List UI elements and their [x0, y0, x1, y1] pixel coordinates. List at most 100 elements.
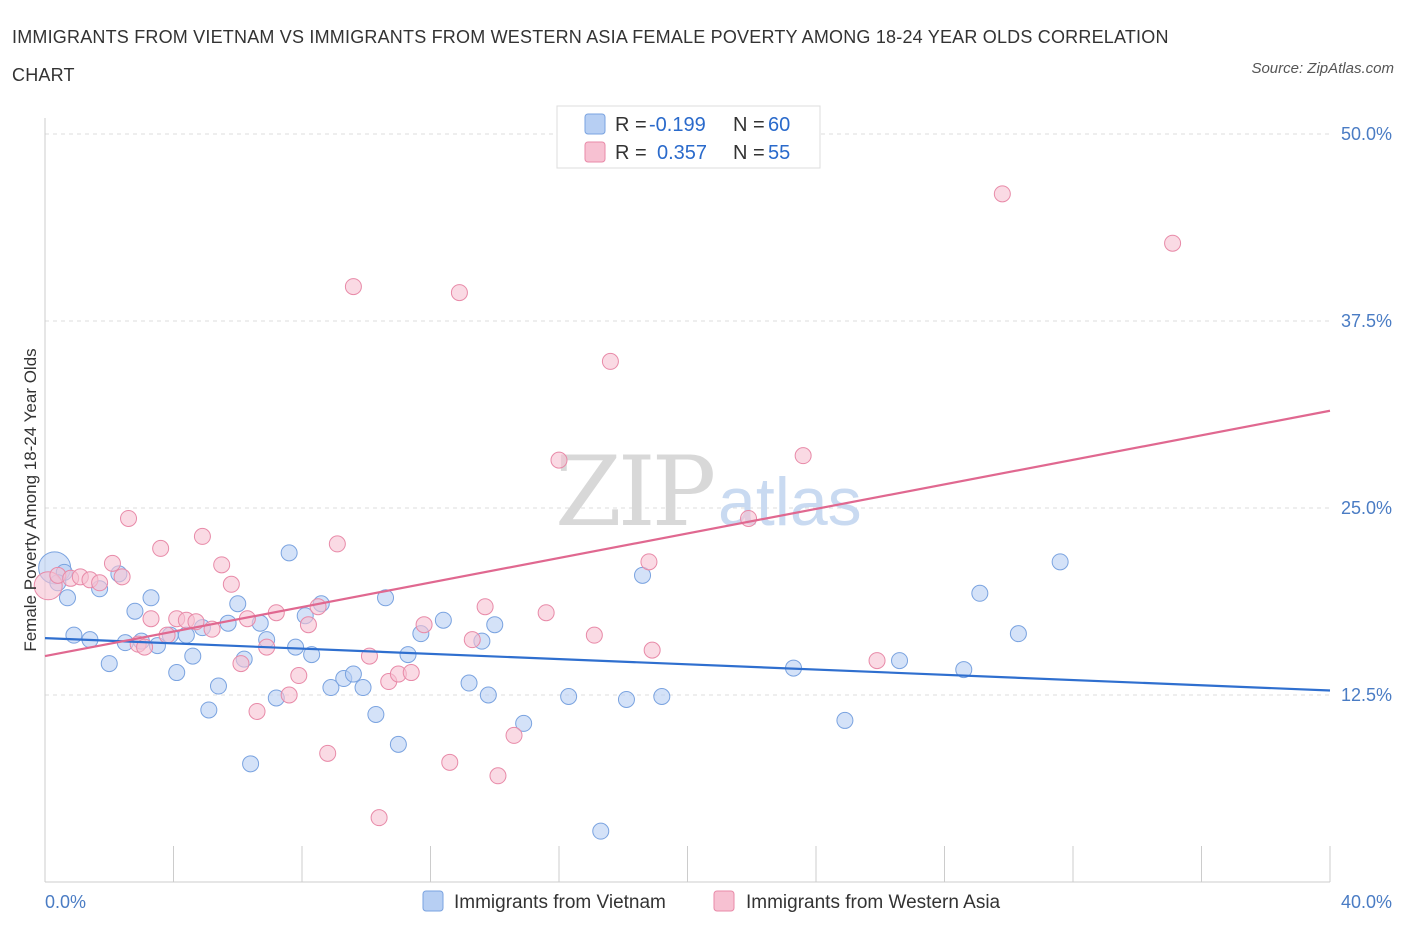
- point-wasia-38: [415, 616, 433, 634]
- point-wasia-21: [232, 655, 250, 673]
- legend-n-label-vietnam: N =: [733, 114, 765, 136]
- point-vietnam-41: [434, 611, 452, 629]
- y-tick-label-1: 25.0%: [1341, 498, 1392, 518]
- point-wasia-6: [103, 554, 121, 572]
- point-wasia-44: [505, 726, 523, 744]
- point-wasia-29: [309, 598, 327, 616]
- y-axis-label: Female Poverty Among 18-24 Year Olds: [21, 348, 40, 651]
- point-vietnam-53: [836, 711, 854, 729]
- point-wasia-12: [152, 539, 170, 557]
- point-vietnam-21: [229, 595, 247, 613]
- point-vietnam-39: [399, 646, 417, 664]
- point-vietnam-49: [617, 690, 635, 708]
- point-wasia-32: [344, 278, 362, 296]
- point-wasia-19: [213, 556, 231, 574]
- y-tick-label-3: 50.0%: [1341, 124, 1392, 144]
- point-wasia-55: [1164, 234, 1182, 252]
- chart-title: IMMIGRANTS FROM VIETNAM VS IMMIGRANTS FR…: [12, 27, 1169, 85]
- point-wasia-13: [158, 626, 176, 644]
- point-wasia-48: [601, 352, 619, 370]
- point-vietnam-48: [592, 822, 610, 840]
- watermark-zip: ZIP: [555, 436, 714, 548]
- point-wasia-40: [450, 284, 468, 302]
- legend-r-value-wasia: 0.357: [657, 142, 707, 164]
- point-vietnam-19: [209, 677, 227, 695]
- point-vietnam-35: [354, 679, 372, 697]
- point-wasia-34: [370, 809, 388, 827]
- legend-r-label-vietnam: R =: [615, 114, 647, 136]
- point-wasia-37: [402, 664, 420, 682]
- point-vietnam-9: [126, 602, 144, 620]
- point-vietnam-51: [653, 687, 671, 705]
- point-wasia-41: [463, 631, 481, 649]
- point-vietnam-44: [479, 686, 497, 704]
- point-wasia-23: [248, 702, 266, 720]
- point-wasia-30: [319, 744, 337, 762]
- trend-line-vietnam: [44, 637, 1331, 692]
- chart-source: Source: ZipAtlas.com: [1251, 60, 1394, 77]
- series-legend-swatch-vietnam: [422, 890, 444, 912]
- series-legend: Immigrants from Vietnam Immigrants from …: [422, 890, 1001, 913]
- point-wasia-51: [740, 509, 758, 527]
- point-wasia-43: [489, 767, 507, 785]
- point-vietnam-54: [891, 652, 909, 670]
- legend-swatch-vietnam: [584, 113, 606, 135]
- point-wasia-20: [222, 575, 240, 593]
- point-vietnam-27: [280, 544, 298, 562]
- legend-n-value-vietnam: 60: [768, 114, 790, 136]
- point-vietnam-58: [1051, 553, 1069, 571]
- point-vietnam-2: [58, 589, 76, 607]
- trend-lines: [44, 409, 1331, 692]
- point-wasia-47: [585, 626, 603, 644]
- point-vietnam-36: [367, 705, 385, 723]
- point-wasia-27: [290, 667, 308, 685]
- point-wasia-28: [299, 616, 317, 634]
- point-vietnam-46: [515, 714, 533, 732]
- y-tick-label-2: 37.5%: [1341, 311, 1392, 331]
- series-legend-swatch-wasia: [713, 890, 735, 912]
- x-tick-label-0: 0.0%: [45, 892, 86, 912]
- point-wasia-26: [280, 686, 298, 704]
- point-wasia-52: [794, 447, 812, 465]
- point-vietnam-37: [377, 589, 395, 607]
- point-wasia-8: [120, 509, 138, 527]
- point-vietnam-55: [955, 661, 973, 679]
- point-vietnam-38: [389, 735, 407, 753]
- point-vietnam-34: [344, 665, 362, 683]
- point-vietnam-56: [971, 584, 989, 602]
- legend-r-label-wasia: R =: [615, 142, 647, 164]
- point-vietnam-16: [184, 647, 202, 665]
- series-legend-label-wasia: Immigrants from Western Asia: [746, 892, 1001, 913]
- point-vietnam-57: [1009, 625, 1027, 643]
- trend-line-wasia: [44, 409, 1331, 658]
- point-wasia-7: [113, 568, 131, 586]
- point-vietnam-23: [242, 755, 260, 773]
- series-legend-label-vietnam: Immigrants from Vietnam: [454, 892, 666, 913]
- point-vietnam-30: [303, 646, 321, 664]
- legend-n-value-wasia: 55: [768, 142, 790, 164]
- point-vietnam-18: [200, 701, 218, 719]
- point-wasia-53: [868, 652, 886, 670]
- point-vietnam-6: [100, 655, 118, 673]
- watermark: ZIP atlas: [555, 436, 862, 548]
- legend-swatch-wasia: [584, 141, 606, 163]
- y-tick-label-0: 12.5%: [1341, 685, 1392, 705]
- point-vietnam-42: [460, 674, 478, 692]
- point-wasia-42: [476, 598, 494, 616]
- point-wasia-49: [640, 553, 658, 571]
- point-wasia-54: [993, 185, 1011, 203]
- point-vietnam-45: [486, 616, 504, 634]
- point-vietnam-47: [560, 687, 578, 705]
- point-wasia-5: [91, 574, 109, 592]
- point-vietnam-32: [322, 679, 340, 697]
- point-wasia-50: [643, 641, 661, 659]
- y-tick-labels: 12.5% 25.0% 37.5% 50.0%: [1341, 124, 1392, 705]
- point-wasia-17: [193, 527, 211, 545]
- point-wasia-46: [550, 451, 568, 469]
- point-wasia-45: [537, 604, 555, 622]
- watermark-atlas: atlas: [718, 464, 862, 540]
- point-vietnam-11: [142, 589, 160, 607]
- point-vietnam-14: [168, 664, 186, 682]
- legend-n-label-wasia: N =: [733, 142, 765, 164]
- legend-r-value-vietnam: -0.199: [649, 114, 706, 136]
